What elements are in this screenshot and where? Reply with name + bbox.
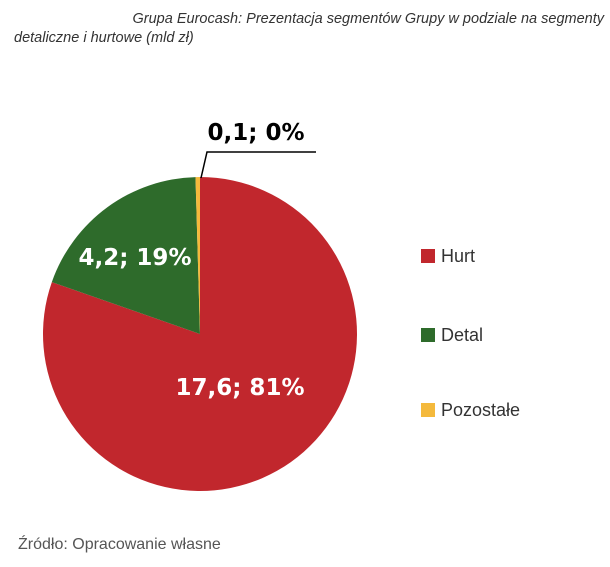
chart-title-line-2: detaliczne i hurtowe (mld zł) — [14, 30, 194, 46]
legend-label-pozostałe: Pozostałe — [441, 400, 520, 420]
legend: Hurt Detal Pozostałe — [421, 246, 520, 420]
slice-label-detal: 4,2; 19% — [78, 245, 191, 271]
legend-label-hurt: Hurt — [441, 246, 475, 266]
pie-labels: 17,6; 81% 4,2; 19% 0,1; 0% — [78, 120, 316, 401]
legend-swatch-detal — [421, 328, 435, 342]
leader-line-pozostale — [200, 151, 316, 179]
legend-swatch-hurt — [421, 249, 435, 263]
pie-slice-detal — [51, 177, 201, 334]
pie-slices — [42, 177, 357, 492]
legend-label-detal: Detal — [441, 325, 483, 345]
chart-title-line-1: Grupa Eurocash: Prezentacja segmentów Gr… — [132, 11, 605, 27]
chart-title: Grupa Eurocash: Prezentacja segmentów Gr… — [14, 10, 604, 48]
legend-swatch-pozostałe — [421, 403, 435, 417]
pie-slice-hurt — [42, 177, 357, 492]
source-note: Źródło: Opracowanie własne — [18, 536, 221, 553]
pie-slice-pozostałe — [195, 177, 200, 334]
slice-label-hurt: 17,6; 81% — [175, 375, 304, 401]
slice-label-pozostałe: 0,1; 0% — [208, 120, 305, 146]
